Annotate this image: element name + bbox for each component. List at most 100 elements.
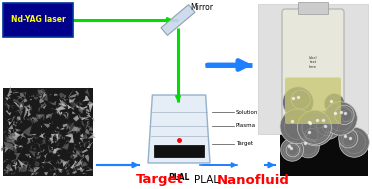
Polygon shape (27, 113, 31, 117)
Polygon shape (79, 138, 83, 139)
Polygon shape (42, 161, 48, 165)
Polygon shape (60, 104, 62, 107)
Polygon shape (15, 132, 24, 140)
Polygon shape (63, 143, 67, 146)
Polygon shape (41, 103, 46, 108)
Polygon shape (32, 143, 33, 145)
Polygon shape (56, 127, 58, 128)
Polygon shape (58, 155, 60, 157)
Polygon shape (58, 100, 65, 106)
Polygon shape (31, 122, 33, 125)
Polygon shape (57, 159, 64, 164)
Polygon shape (7, 118, 12, 126)
Polygon shape (6, 163, 12, 170)
Polygon shape (25, 104, 31, 111)
Polygon shape (70, 153, 74, 159)
Polygon shape (30, 98, 32, 100)
Polygon shape (38, 88, 46, 96)
Polygon shape (4, 169, 9, 171)
Polygon shape (87, 121, 89, 125)
Polygon shape (61, 112, 63, 115)
Polygon shape (14, 132, 17, 136)
Polygon shape (74, 158, 82, 167)
Polygon shape (6, 95, 9, 98)
Polygon shape (49, 108, 54, 110)
Polygon shape (65, 166, 67, 169)
Polygon shape (12, 135, 18, 142)
Polygon shape (80, 167, 84, 172)
Polygon shape (81, 147, 88, 153)
Polygon shape (70, 162, 76, 172)
Polygon shape (44, 171, 48, 175)
Text: label
text
here: label text here (309, 56, 317, 69)
Polygon shape (79, 106, 85, 110)
Polygon shape (71, 150, 76, 154)
Polygon shape (52, 131, 58, 137)
Polygon shape (71, 126, 78, 131)
Polygon shape (68, 88, 78, 98)
Polygon shape (17, 94, 23, 101)
Polygon shape (80, 142, 84, 147)
Polygon shape (85, 122, 90, 130)
Polygon shape (17, 167, 23, 169)
Polygon shape (72, 112, 76, 114)
Polygon shape (35, 113, 42, 122)
Polygon shape (15, 129, 21, 132)
Circle shape (313, 110, 342, 139)
Polygon shape (33, 92, 38, 97)
Polygon shape (35, 134, 39, 139)
Polygon shape (88, 126, 90, 130)
Polygon shape (6, 145, 9, 147)
Circle shape (311, 114, 327, 130)
Text: Mirror: Mirror (190, 3, 213, 12)
Polygon shape (73, 154, 74, 157)
Polygon shape (76, 149, 81, 155)
FancyBboxPatch shape (3, 3, 73, 37)
Polygon shape (1, 101, 10, 106)
Polygon shape (89, 140, 93, 146)
Circle shape (324, 94, 344, 114)
Polygon shape (32, 117, 38, 120)
Polygon shape (87, 132, 96, 139)
Polygon shape (28, 169, 31, 174)
Polygon shape (73, 127, 80, 132)
Polygon shape (8, 95, 11, 98)
Polygon shape (20, 103, 25, 106)
Polygon shape (35, 98, 38, 99)
Polygon shape (11, 171, 17, 177)
Polygon shape (6, 126, 8, 127)
Polygon shape (54, 139, 57, 143)
Polygon shape (38, 90, 40, 93)
Polygon shape (54, 148, 62, 153)
Polygon shape (8, 125, 14, 131)
Polygon shape (10, 160, 15, 168)
Polygon shape (35, 143, 41, 149)
Text: Nd-YAG laser: Nd-YAG laser (11, 15, 65, 25)
Polygon shape (80, 138, 83, 143)
Circle shape (281, 138, 304, 161)
Polygon shape (55, 132, 60, 135)
Polygon shape (63, 112, 68, 118)
Polygon shape (73, 115, 79, 122)
Polygon shape (9, 168, 13, 172)
Polygon shape (27, 138, 31, 142)
Polygon shape (81, 169, 87, 174)
Polygon shape (40, 90, 42, 93)
Polygon shape (25, 164, 28, 170)
Polygon shape (25, 130, 31, 134)
Polygon shape (41, 156, 47, 163)
Polygon shape (22, 161, 29, 165)
Polygon shape (56, 162, 59, 163)
Bar (280, 88, 368, 176)
Polygon shape (5, 137, 12, 140)
Polygon shape (36, 114, 44, 119)
Polygon shape (30, 164, 40, 172)
Polygon shape (48, 145, 58, 153)
Polygon shape (75, 129, 84, 132)
Polygon shape (77, 147, 79, 150)
Polygon shape (16, 103, 19, 108)
Polygon shape (72, 112, 75, 115)
Circle shape (339, 127, 369, 157)
Polygon shape (58, 167, 61, 172)
Polygon shape (60, 123, 68, 130)
